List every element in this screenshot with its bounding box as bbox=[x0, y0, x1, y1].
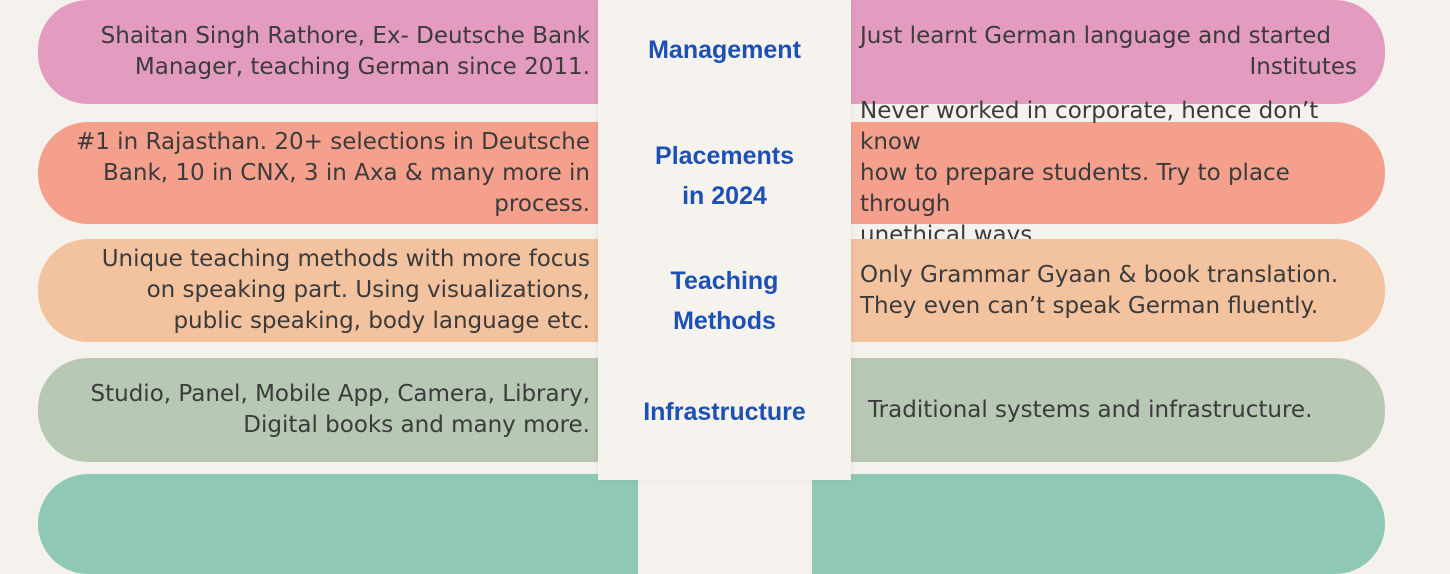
pill-text-line: They even can’t speak German fluently. bbox=[860, 292, 1319, 319]
row5-others-pill bbox=[812, 474, 1385, 574]
pill-text-line: #1 in Rajasthan. 20+ selections in Deuts… bbox=[75, 128, 590, 155]
pill-text-line: Institutes bbox=[1249, 54, 1358, 80]
pill-text-line: Never worked in corporate, hence don’t k… bbox=[860, 97, 1319, 155]
criteria-label-line: Management bbox=[648, 36, 801, 64]
criteria-label-teaching-methods: Teaching Methods bbox=[598, 261, 851, 341]
placements-ours-pill: #1 in Rajasthan. 20+ selections in Deuts… bbox=[38, 122, 638, 224]
criteria-label-placements: Placements in 2024 bbox=[598, 136, 851, 216]
pill-text-line: Just learnt German language and started bbox=[860, 23, 1331, 49]
criteria-label-line: Infrastructure bbox=[643, 398, 806, 426]
management-others-pill: Just learnt German language and started … bbox=[812, 0, 1385, 104]
pill-text-line: Traditional systems and infrastructure. bbox=[868, 396, 1313, 423]
criteria-label-line: Placements bbox=[655, 142, 794, 170]
management-ours-pill: Shaitan Singh Rathore, Ex- Deutsche Bank… bbox=[38, 0, 638, 104]
pill-text-line: on speaking part. Using visualizations, bbox=[146, 277, 590, 303]
pill-text-line: Manager, teaching German since 2011. bbox=[134, 54, 590, 80]
pill-text-line: public speaking, body language etc. bbox=[173, 308, 590, 334]
criteria-label-infrastructure: Infrastructure bbox=[598, 392, 851, 432]
infrastructure-others-pill: Traditional systems and infrastructure. bbox=[812, 358, 1385, 462]
pill-text-line: Unique teaching methods with more focus bbox=[101, 246, 590, 272]
pill-text-line: Bank, 10 in CNX, 3 in Axa & many more in bbox=[103, 159, 590, 186]
placements-others-pill: Never worked in corporate, hence don’t k… bbox=[812, 98, 1385, 248]
criteria-label-line: in 2024 bbox=[682, 182, 767, 210]
pill-text-line: how to prepare students. Try to place th… bbox=[860, 159, 1290, 217]
infrastructure-ours-pill: Studio, Panel, Mobile App, Camera, Libra… bbox=[38, 358, 638, 462]
row5-ours-pill bbox=[38, 474, 638, 574]
pill-text-line: process. bbox=[494, 190, 590, 217]
teaching-methods-ours-pill: Unique teaching methods with more focus … bbox=[38, 239, 638, 342]
pill-text-line: Studio, Panel, Mobile App, Camera, Libra… bbox=[90, 381, 590, 407]
criteria-label-management: Management bbox=[598, 30, 851, 70]
criteria-label-line: Teaching bbox=[670, 267, 779, 295]
pill-text-line: Only Grammar Gyaan & book translation. bbox=[860, 261, 1339, 288]
criteria-label-line: Methods bbox=[673, 307, 776, 335]
criteria-column bbox=[598, 0, 851, 480]
teaching-methods-others-pill: Only Grammar Gyaan & book translation. T… bbox=[812, 239, 1385, 342]
pill-text-line: Digital books and many more. bbox=[243, 412, 590, 438]
pill-text-line: Shaitan Singh Rathore, Ex- Deutsche Bank bbox=[100, 23, 590, 49]
